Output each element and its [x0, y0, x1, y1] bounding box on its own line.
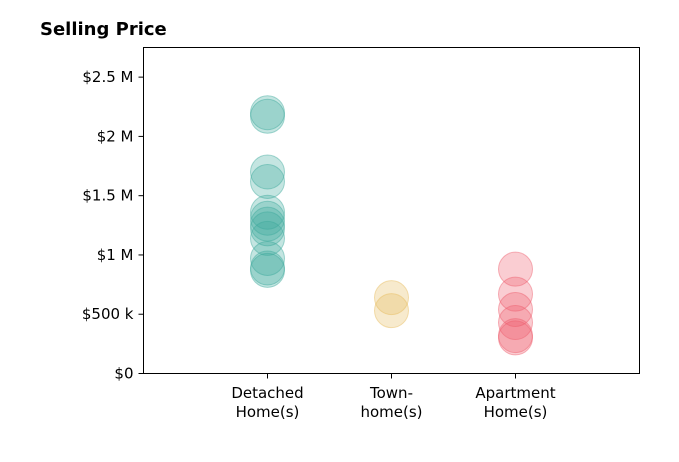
data-point	[250, 241, 285, 277]
data-point	[498, 318, 533, 354]
x-tick-label: Town-home(s)	[360, 384, 422, 421]
y-tick-label: $2 M	[97, 127, 134, 145]
data-point	[498, 251, 533, 287]
data-points	[250, 95, 533, 356]
data-point	[250, 194, 285, 230]
y-tick-label: $500 k	[82, 305, 134, 323]
data-point	[498, 305, 533, 341]
x-axis: Detached Home(s) Town-home(s) Apartment Home…	[231, 373, 556, 421]
x-tick-label: Apartment Home(s)	[475, 384, 555, 421]
data-point	[250, 206, 285, 242]
data-point	[498, 320, 533, 356]
data-point	[250, 211, 285, 247]
data-point	[374, 293, 409, 329]
y-tick-label: $1.5 M	[82, 187, 133, 205]
x-tick-label: Detached Home(s)	[231, 384, 303, 421]
y-axis: $0 $500 k $1 M $1.5 M $2 M $2.5 M	[82, 68, 144, 383]
chart-title: Selling Price	[40, 19, 167, 40]
data-point	[498, 276, 533, 312]
data-point	[250, 98, 285, 134]
data-point	[250, 163, 285, 199]
y-tick-label: $0	[114, 365, 133, 383]
y-tick-label: $2.5 M	[82, 68, 133, 86]
data-point	[250, 95, 285, 131]
data-point	[250, 252, 285, 288]
data-point	[374, 280, 409, 316]
data-point	[498, 291, 533, 327]
data-point	[250, 250, 285, 286]
plot-frame	[143, 47, 640, 374]
data-point	[250, 154, 285, 190]
data-point	[250, 200, 285, 236]
data-point	[250, 220, 285, 256]
y-tick-label: $1 M	[97, 246, 134, 264]
